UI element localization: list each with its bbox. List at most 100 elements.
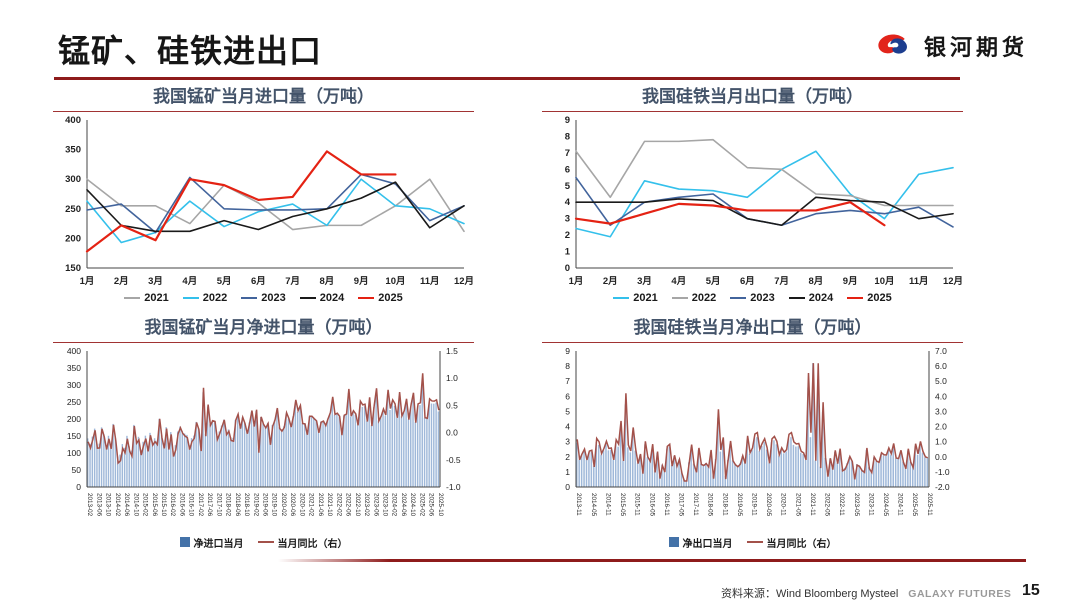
svg-text:5月: 5月	[706, 276, 721, 287]
svg-text:2025-06: 2025-06	[428, 493, 435, 517]
svg-text:3: 3	[565, 213, 570, 224]
svg-text:2014-10: 2014-10	[132, 493, 139, 517]
svg-text:150: 150	[67, 431, 81, 441]
svg-text:2019-05: 2019-05	[736, 493, 743, 517]
svg-text:1: 1	[565, 246, 571, 257]
svg-text:2022-05: 2022-05	[824, 493, 831, 517]
svg-text:9月: 9月	[354, 276, 369, 287]
svg-text:2024-02: 2024-02	[391, 493, 398, 517]
svg-text:7.0: 7.0	[935, 346, 947, 356]
svg-text:2021-05: 2021-05	[794, 493, 801, 517]
svg-text:2024-05: 2024-05	[882, 493, 889, 517]
svg-text:3.0: 3.0	[935, 406, 947, 416]
svg-text:1月: 1月	[569, 276, 584, 287]
svg-text:1.0: 1.0	[935, 436, 947, 446]
svg-text:8月: 8月	[809, 276, 824, 287]
svg-text:4.0: 4.0	[935, 391, 947, 401]
svg-text:2013-11: 2013-11	[575, 493, 582, 516]
svg-text:2021-06: 2021-06	[317, 493, 324, 517]
svg-text:2019-06: 2019-06	[262, 493, 269, 517]
svg-text:2019-02: 2019-02	[252, 493, 259, 517]
svg-text:2021-11: 2021-11	[809, 493, 816, 516]
svg-text:10月: 10月	[385, 276, 405, 287]
svg-text:2014-02: 2014-02	[114, 493, 121, 517]
svg-text:2025-05: 2025-05	[911, 493, 918, 517]
svg-text:2023-11: 2023-11	[867, 493, 874, 516]
svg-text:2013-02: 2013-02	[86, 493, 93, 517]
svg-text:2013-10: 2013-10	[105, 493, 112, 517]
svg-text:2020-10: 2020-10	[298, 493, 305, 517]
svg-text:9: 9	[565, 346, 570, 356]
svg-text:2022-11: 2022-11	[838, 493, 845, 516]
svg-text:6月: 6月	[740, 276, 755, 287]
svg-text:5: 5	[565, 406, 570, 416]
svg-text:2016-06: 2016-06	[178, 493, 185, 517]
svg-text:2.0: 2.0	[935, 421, 947, 431]
svg-text:-0.5: -0.5	[446, 454, 461, 464]
svg-text:2024-10: 2024-10	[409, 493, 416, 517]
svg-text:0: 0	[565, 263, 570, 274]
svg-text:2020-02: 2020-02	[280, 493, 287, 517]
svg-text:12月: 12月	[454, 276, 474, 287]
svg-text:3月: 3月	[637, 276, 652, 287]
svg-text:2018-02: 2018-02	[225, 493, 232, 517]
svg-text:4月: 4月	[671, 276, 686, 287]
svg-text:6.0: 6.0	[935, 361, 947, 371]
svg-text:2016-02: 2016-02	[169, 493, 176, 517]
svg-text:2月: 2月	[114, 276, 129, 287]
svg-text:2022-02: 2022-02	[335, 493, 342, 517]
svg-text:2020-06: 2020-06	[289, 493, 296, 517]
svg-text:2020-05: 2020-05	[765, 493, 772, 517]
svg-text:2025-10: 2025-10	[437, 493, 444, 517]
svg-text:300: 300	[67, 380, 81, 390]
svg-text:5.0: 5.0	[935, 376, 947, 386]
svg-text:7: 7	[565, 376, 570, 386]
svg-text:1.5: 1.5	[446, 346, 458, 356]
svg-text:6: 6	[565, 391, 570, 401]
svg-text:2020-11: 2020-11	[780, 493, 787, 516]
svg-text:9月: 9月	[843, 276, 858, 287]
svg-text:2014-06: 2014-06	[123, 493, 130, 517]
svg-text:2013-06: 2013-06	[95, 493, 102, 517]
svg-text:7月: 7月	[774, 276, 789, 287]
svg-text:2016-11: 2016-11	[663, 493, 670, 516]
svg-text:2024-06: 2024-06	[400, 493, 407, 517]
svg-text:2014-05: 2014-05	[590, 493, 597, 517]
svg-text:2025-02: 2025-02	[418, 493, 425, 517]
svg-text:5月: 5月	[217, 276, 232, 287]
svg-text:2024-11: 2024-11	[897, 493, 904, 516]
svg-text:250: 250	[67, 397, 81, 407]
svg-text:2018-11: 2018-11	[721, 493, 728, 516]
svg-text:2023-06: 2023-06	[372, 493, 379, 517]
svg-text:2019-10: 2019-10	[271, 493, 278, 517]
svg-text:2023-05: 2023-05	[853, 493, 860, 517]
svg-text:0.0: 0.0	[935, 451, 947, 461]
svg-text:2018-06: 2018-06	[234, 493, 241, 517]
svg-text:2017-05: 2017-05	[677, 493, 684, 517]
svg-text:350: 350	[67, 363, 81, 373]
svg-text:0.0: 0.0	[446, 427, 458, 437]
svg-text:-1.0: -1.0	[935, 466, 950, 476]
svg-text:2023-02: 2023-02	[363, 493, 370, 517]
svg-text:2015-11: 2015-11	[634, 493, 641, 516]
svg-text:400: 400	[65, 115, 81, 126]
svg-text:10月: 10月	[874, 276, 894, 287]
svg-text:7: 7	[565, 147, 570, 158]
svg-text:8: 8	[565, 131, 570, 142]
svg-text:2017-06: 2017-06	[206, 493, 213, 517]
svg-text:2017-10: 2017-10	[215, 493, 222, 517]
svg-text:3: 3	[565, 436, 570, 446]
svg-text:2022-10: 2022-10	[354, 493, 361, 517]
svg-text:2016-05: 2016-05	[648, 493, 655, 517]
svg-text:2022-06: 2022-06	[345, 493, 352, 517]
svg-text:2017-02: 2017-02	[197, 493, 204, 517]
svg-text:9: 9	[565, 115, 570, 126]
svg-text:150: 150	[65, 263, 81, 274]
svg-text:4: 4	[565, 197, 571, 208]
svg-text:200: 200	[67, 414, 81, 424]
svg-text:300: 300	[65, 174, 81, 185]
svg-text:2月: 2月	[603, 276, 618, 287]
svg-text:4: 4	[565, 421, 570, 431]
svg-text:2023-10: 2023-10	[381, 493, 388, 517]
svg-text:2019-11: 2019-11	[751, 493, 758, 516]
